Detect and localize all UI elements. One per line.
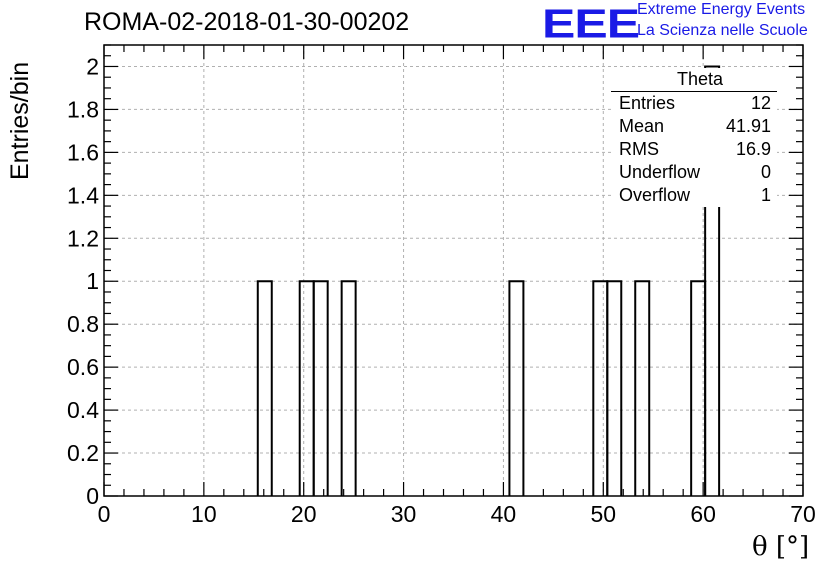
stats-row-entries: Entries 12 bbox=[611, 92, 777, 115]
stats-row-mean: Mean 41.91 bbox=[611, 115, 777, 138]
histogram-bin bbox=[298, 280, 315, 496]
y-axis-label: Entries/bin bbox=[6, 61, 34, 180]
histogram-bin bbox=[340, 280, 357, 496]
y-tick-label: 1.2 bbox=[67, 225, 99, 251]
stats-row-underflow: Underflow 0 bbox=[611, 161, 777, 184]
histogram-bin bbox=[312, 280, 329, 496]
x-tick-label: 40 bbox=[491, 501, 517, 527]
y-tick-label: 1.6 bbox=[67, 139, 99, 165]
x-tick-label: 10 bbox=[191, 501, 217, 527]
x-tick-label: 70 bbox=[790, 501, 816, 527]
logo-subtitle-line2: La Scienza nelle Scuole bbox=[637, 22, 808, 39]
x-tick-label: 60 bbox=[690, 501, 716, 527]
stats-value: 16.9 bbox=[735, 139, 771, 159]
x-tick-label: 30 bbox=[391, 501, 417, 527]
histogram-bin bbox=[704, 65, 721, 496]
stats-box: Theta Entries 12 Mean 41.91 RMS 16.9 Und… bbox=[611, 68, 777, 207]
y-tick-label: 2 bbox=[86, 53, 99, 79]
logo-subtitle-line1: Extreme Energy Events bbox=[637, 1, 806, 18]
stats-label: Underflow bbox=[619, 162, 701, 182]
stats-value: 0 bbox=[760, 162, 771, 182]
stats-value: 1 bbox=[760, 185, 771, 205]
stats-row-rms: RMS 16.9 bbox=[611, 138, 777, 161]
stats-label: Entries bbox=[619, 93, 676, 113]
stats-value: 41.91 bbox=[725, 116, 771, 136]
stats-row-overflow: Overflow 1 bbox=[611, 184, 777, 207]
histogram-bin bbox=[508, 280, 525, 496]
stats-label: RMS bbox=[619, 139, 659, 159]
y-tick-label: 0.4 bbox=[67, 397, 99, 423]
stats-label: Overflow bbox=[619, 185, 691, 205]
y-tick-label: 0.8 bbox=[67, 311, 99, 337]
x-tick-label: 0 bbox=[98, 501, 111, 527]
y-tick-label: 1.4 bbox=[67, 182, 99, 208]
x-axis-label: θ [°] bbox=[752, 532, 810, 562]
y-tick-label: 1 bbox=[86, 268, 99, 294]
y-tick-label: 0.2 bbox=[67, 440, 99, 466]
stats-title: Theta bbox=[611, 68, 777, 92]
x-tick-label: 50 bbox=[590, 501, 616, 527]
y-tick-label: 0.6 bbox=[67, 354, 99, 380]
histogram-bin bbox=[634, 280, 651, 496]
stats-label: Mean bbox=[619, 116, 665, 136]
run-title: ROMA-02-2018-01-30-00202 bbox=[84, 8, 410, 36]
y-tick-label: 1.8 bbox=[67, 96, 99, 122]
histogram-bin bbox=[256, 280, 273, 496]
histogram-bin bbox=[592, 280, 609, 496]
histogram-bin bbox=[606, 280, 623, 496]
y-tick-label: 0 bbox=[86, 483, 99, 509]
stats-value: 12 bbox=[750, 93, 771, 113]
x-tick-label: 20 bbox=[291, 501, 317, 527]
eee-logo: EEE bbox=[542, 0, 640, 47]
